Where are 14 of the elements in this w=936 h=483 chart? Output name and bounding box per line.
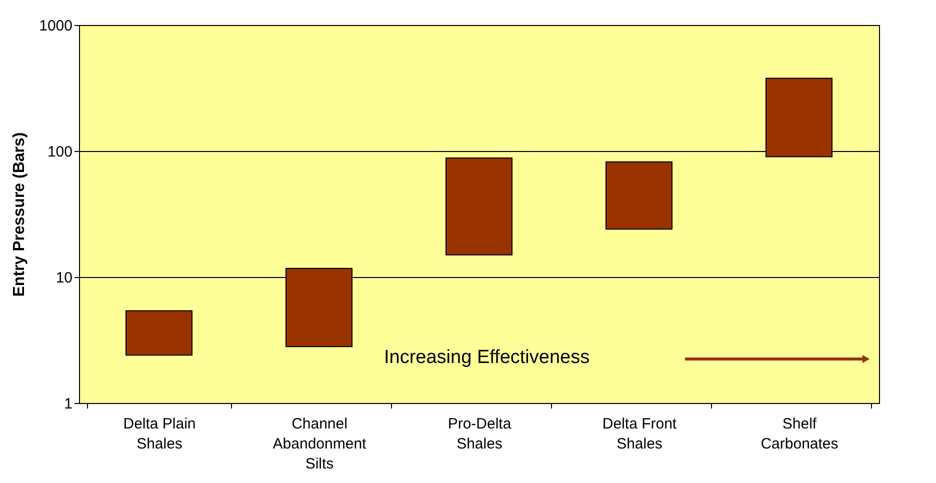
x-tick-label: Channel Abandonment Silts: [272, 416, 368, 472]
bar: [606, 161, 672, 230]
x-tick-label: Delta Front Shales: [602, 416, 678, 452]
x-tick-label: Delta Plain Shales: [123, 416, 196, 452]
y-tick-label: 1: [64, 396, 72, 412]
annotation: Increasing Effectiveness: [384, 347, 590, 368]
bar: [126, 310, 192, 356]
x-tick-label: Pro-Delta Shales: [448, 416, 512, 452]
y-tick-label: 1000: [39, 18, 72, 34]
y-tick-label: 100: [47, 144, 72, 160]
y-axis-title: Entry Pressure (Bars): [11, 132, 28, 297]
y-tick-label: 10: [56, 270, 72, 286]
x-tick-label: Shelf Carbonates: [760, 416, 838, 452]
bar: [446, 157, 512, 256]
